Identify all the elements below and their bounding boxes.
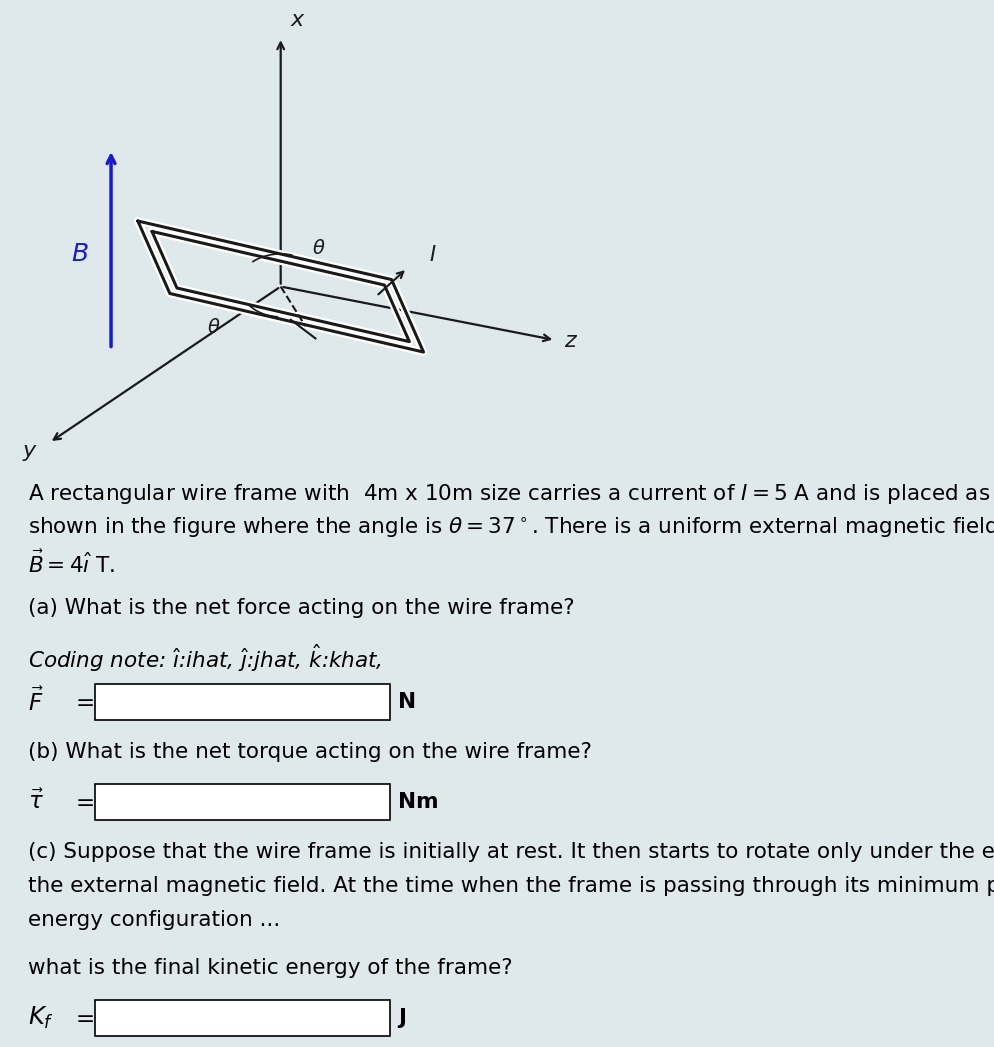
- Text: energy configuration ...: energy configuration ...: [28, 910, 280, 930]
- Text: $y$: $y$: [22, 443, 38, 463]
- Text: Coding note: $\hat{\imath}$:ihat, $\hat{\jmath}$:jhat, $\hat{k}$:khat,: Coding note: $\hat{\imath}$:ihat, $\hat{…: [28, 642, 382, 673]
- Text: $z$: $z$: [564, 331, 579, 351]
- Text: N: N: [398, 692, 415, 712]
- Text: $\vec{F}$: $\vec{F}$: [28, 688, 44, 716]
- Polygon shape: [152, 231, 409, 341]
- Text: J: J: [398, 1008, 406, 1028]
- Text: $\theta$: $\theta$: [311, 239, 325, 258]
- Text: $=$: $=$: [71, 1006, 94, 1029]
- Text: Nm: Nm: [398, 792, 438, 812]
- Text: $K_f$: $K_f$: [28, 1005, 54, 1031]
- Text: (a) What is the net force acting on the wire frame?: (a) What is the net force acting on the …: [28, 598, 575, 618]
- Text: A rectangular wire frame with  $4$m x $10$m size carries a current of $I = 5$ A : A rectangular wire frame with $4$m x $10…: [28, 482, 989, 506]
- Text: $=$: $=$: [71, 691, 94, 713]
- Text: $\vec{B} = 4\hat{\imath}$ T.: $\vec{B} = 4\hat{\imath}$ T.: [28, 550, 115, 577]
- Bar: [94, 784, 390, 820]
- Bar: [94, 684, 390, 720]
- Text: $I$: $I$: [428, 245, 435, 265]
- Text: $=$: $=$: [71, 790, 94, 814]
- Text: $x$: $x$: [289, 10, 305, 30]
- Text: (b) What is the net torque acting on the wire frame?: (b) What is the net torque acting on the…: [28, 742, 591, 762]
- Text: (c) Suppose that the wire frame is initially at rest. It then starts to rotate o: (c) Suppose that the wire frame is initi…: [28, 842, 994, 862]
- Text: $\theta$: $\theta$: [207, 318, 220, 337]
- Text: $\vec{\tau}$: $\vec{\tau}$: [28, 789, 44, 815]
- Bar: [94, 1000, 390, 1035]
- Text: shown in the figure where the angle is $\theta = 37^\circ$. There is a uniform e: shown in the figure where the angle is $…: [28, 516, 994, 540]
- Polygon shape: [138, 221, 423, 352]
- Text: what is the final kinetic energy of the frame?: what is the final kinetic energy of the …: [28, 958, 512, 978]
- Text: the external magnetic field. At the time when the frame is passing through its m: the external magnetic field. At the time…: [28, 876, 994, 896]
- Text: $B$: $B$: [71, 242, 88, 266]
